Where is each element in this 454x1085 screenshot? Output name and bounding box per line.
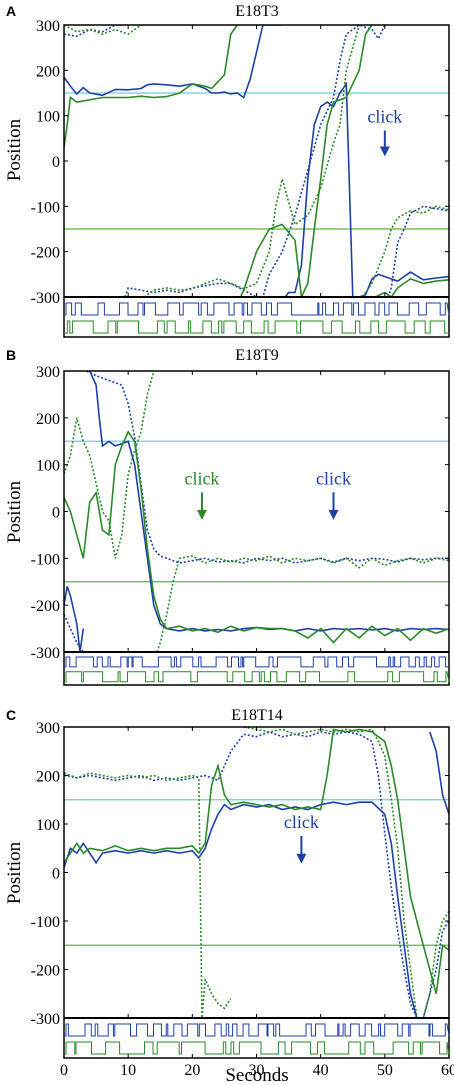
y-tick-label: 100 xyxy=(36,458,60,475)
click-annotation: click xyxy=(316,468,351,488)
click-arrow-head xyxy=(196,509,207,520)
panel-frame xyxy=(63,24,450,338)
plot-area xyxy=(64,371,449,652)
series-green-solid xyxy=(64,25,449,297)
y-tick-label: 300 xyxy=(36,720,60,737)
series-blue-dotted xyxy=(64,371,449,652)
y-tick-label: 200 xyxy=(36,769,60,786)
y-tick-label: -300 xyxy=(31,645,60,662)
panel-frame xyxy=(63,370,450,686)
y-tick-label: 0 xyxy=(52,866,60,883)
y-tick-label: -300 xyxy=(31,1011,60,1028)
series-green-dotted xyxy=(64,727,449,1018)
x-axis-label: Seconds xyxy=(225,1065,288,1085)
raster-strip-green xyxy=(64,320,449,334)
click-arrow-head xyxy=(379,146,390,157)
y-tick-label: -200 xyxy=(31,963,60,980)
y-tick-label: -100 xyxy=(31,914,60,931)
y-tick-label: -100 xyxy=(31,551,60,568)
y-tick-label: -300 xyxy=(31,290,60,307)
y-tick-label: 100 xyxy=(36,109,60,126)
panel-c: C E18T14 Position click 300 200 100 0 -100 -20… xyxy=(4,707,450,1059)
y-axis-label: Position xyxy=(4,118,25,181)
x-axis: 0 10 20 30 40 50 60 xyxy=(60,1054,454,1079)
plot-area xyxy=(64,727,449,1018)
plot-area xyxy=(64,25,449,297)
series-blue-solid xyxy=(64,25,449,297)
series-blue-solid xyxy=(64,371,449,652)
y-tick-label: 200 xyxy=(36,63,60,80)
x-tick-label: 10 xyxy=(120,1062,136,1079)
raster-strip-green xyxy=(64,1041,450,1055)
series-blue-solid xyxy=(64,731,449,1018)
panel-title: E18T14 xyxy=(231,707,283,724)
series-blue-dotted xyxy=(64,731,449,1018)
y-tick-label: 200 xyxy=(36,411,60,428)
panel-label: A xyxy=(6,3,16,19)
series-green-dotted xyxy=(64,25,449,297)
y-tick-label: 300 xyxy=(36,18,60,35)
panel-a: A E18T3 Position click 300 200 100 0 -100 -200… xyxy=(4,3,450,338)
series-green-solid xyxy=(64,430,449,644)
y-tick-label: -200 xyxy=(31,245,60,262)
y-tick-label: 300 xyxy=(36,364,60,381)
series-green-solid xyxy=(64,728,449,995)
x-tick-label: 50 xyxy=(377,1062,393,1079)
panel-label: B xyxy=(6,347,16,363)
x-tick-label: 20 xyxy=(184,1062,200,1079)
raster-strip-green xyxy=(64,671,450,683)
panel-title: E18T9 xyxy=(235,347,279,364)
x-tick-label: 60 xyxy=(441,1062,454,1079)
series-green-dotted xyxy=(64,371,449,652)
y-tick-label: 0 xyxy=(52,154,60,171)
raster-strip-blue xyxy=(63,656,450,668)
panel-b: B E18T9 Position click click 300 200 100 0 -10… xyxy=(4,347,450,686)
click-annotation: click xyxy=(284,812,319,832)
series-blue-dotted xyxy=(64,25,449,297)
y-axis-label: Position xyxy=(4,841,25,904)
y-tick-label: 0 xyxy=(52,505,60,522)
x-tick-label: 40 xyxy=(313,1062,329,1079)
panel-title: E18T3 xyxy=(235,3,279,20)
click-annotation: click xyxy=(184,468,219,488)
y-tick-label: -200 xyxy=(31,598,60,615)
panel-label: C xyxy=(6,707,16,723)
click-annotation: click xyxy=(367,106,402,126)
x-tick-label: 0 xyxy=(60,1062,68,1079)
y-tick-label: -100 xyxy=(31,199,60,216)
panel-frame xyxy=(63,726,450,1059)
y-tick-label: 100 xyxy=(36,817,60,834)
click-arrow-head xyxy=(328,509,339,520)
x-tick-label: 30 xyxy=(249,1062,265,1079)
raster-strip-blue xyxy=(64,302,450,316)
y-axis-label: Position xyxy=(4,480,25,543)
raster-strip-blue xyxy=(64,1023,450,1037)
click-arrow-head xyxy=(296,853,307,864)
